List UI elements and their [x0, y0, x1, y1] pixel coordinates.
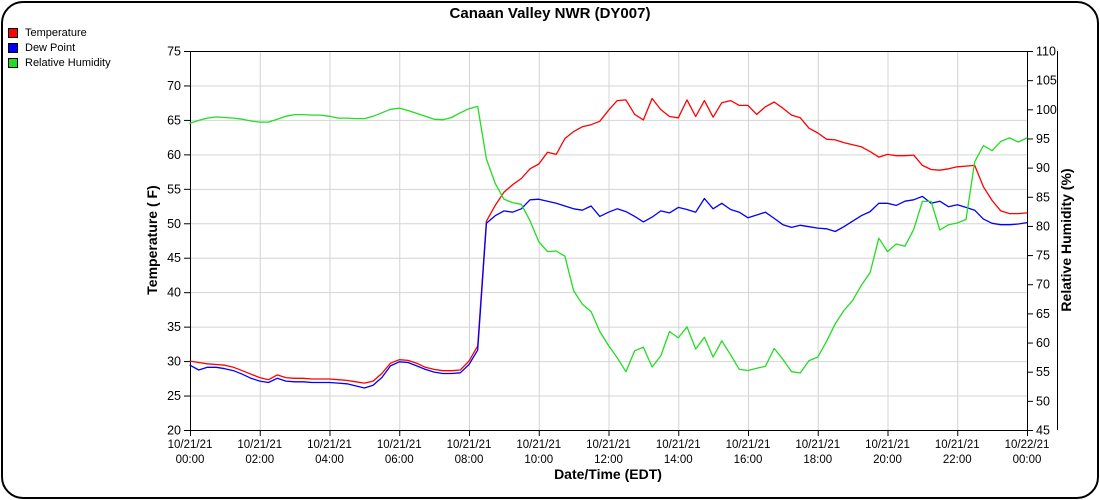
x-tick-date-label: 10/21/21 — [307, 439, 352, 451]
x-tick-time-label: 12:00 — [594, 454, 623, 466]
x-axis-title: Date/Time (EDT) — [554, 466, 662, 482]
left-tick-label: 40 — [167, 286, 181, 300]
dew-point-swatch-icon — [8, 43, 18, 53]
legend-item-relative-humidity: Relative Humidity — [8, 56, 111, 70]
legend-item-dew-point: Dew Point — [8, 41, 111, 55]
left-tick-label: 75 — [167, 45, 181, 59]
right-tick-label: 55 — [1036, 365, 1050, 379]
left-tick-label: 45 — [167, 251, 181, 265]
left-tick-label: 70 — [167, 79, 181, 93]
right-tick-label: 95 — [1036, 132, 1050, 146]
x-tick-time-label: 18:00 — [803, 454, 832, 466]
right-tick-label: 45 — [1036, 424, 1050, 438]
left-tick-label: 60 — [167, 148, 181, 162]
x-tick-time-label: 00:00 — [176, 454, 205, 466]
x-tick-time-label: 16:00 — [734, 454, 763, 466]
x-tick-time-label: 10:00 — [524, 454, 553, 466]
left-tick-label: 25 — [167, 389, 181, 403]
right-tick-label: 100 — [1036, 103, 1057, 117]
relative-humidity-swatch-icon — [8, 58, 18, 68]
x-tick-date-label: 10/21/21 — [237, 439, 282, 451]
temperature-swatch-icon — [8, 28, 18, 38]
x-tick-date-label: 10/21/21 — [935, 439, 980, 451]
temperature-line — [189, 97, 1028, 384]
legend: Temperature Dew Point Relative Humidity — [8, 26, 111, 71]
left-tick-label: 30 — [167, 355, 181, 369]
x-tick-time-label: 04:00 — [315, 454, 344, 466]
x-tick-date-label: 10/21/21 — [168, 439, 213, 451]
x-tick-time-label: 06:00 — [385, 454, 414, 466]
right-tick-label: 65 — [1036, 307, 1050, 321]
x-tick-time-label: 22:00 — [943, 454, 972, 466]
right-tick-label: 75 — [1036, 249, 1050, 263]
x-tick-time-label: 20:00 — [873, 454, 902, 466]
right-tick-label: 105 — [1036, 74, 1057, 88]
y-axis-title-left: Temperature ( F) — [144, 185, 160, 295]
legend-label: Dew Point — [25, 42, 76, 54]
x-tick-date-label: 10/21/21 — [516, 439, 561, 451]
right-tick-label: 110 — [1036, 45, 1056, 59]
left-tick-label: 65 — [167, 113, 181, 127]
x-tick-time-label: 14:00 — [664, 454, 693, 466]
x-tick-date-label: 10/21/21 — [656, 439, 701, 451]
left-tick-label: 35 — [167, 320, 181, 334]
left-tick-label: 20 — [167, 424, 181, 438]
x-tick-time-label: 08:00 — [455, 454, 484, 466]
legend-item-temperature: Temperature — [8, 26, 111, 40]
left-tick-label: 50 — [167, 217, 181, 231]
x-tick-date-label: 10/21/21 — [865, 439, 910, 451]
right-tick-label: 60 — [1036, 336, 1050, 350]
x-tick-date-label: 10/21/21 — [586, 439, 631, 451]
chart-title: Canaan Valley NWR (DY007) — [449, 5, 651, 22]
x-tick-time-label: 00:00 — [1013, 454, 1042, 466]
x-tick-date-label: 10/21/21 — [795, 439, 840, 451]
legend-label: Relative Humidity — [25, 57, 111, 69]
x-tick-date-label: 10/22/21 — [1005, 439, 1050, 451]
relative-humidity-line — [189, 105, 1028, 374]
x-tick-date-label: 10/21/21 — [377, 439, 422, 451]
right-tick-label: 70 — [1036, 278, 1050, 292]
right-tick-label: 85 — [1036, 190, 1050, 204]
right-tick-label: 50 — [1036, 394, 1050, 408]
y-axis-title-right: Relative Humidity (%) — [1058, 168, 1074, 312]
x-tick-date-label: 10/21/21 — [726, 439, 771, 451]
legend-label: Temperature — [25, 27, 87, 39]
right-tick-label: 80 — [1036, 219, 1050, 233]
right-tick-label: 90 — [1036, 161, 1050, 175]
x-tick-date-label: 10/21/21 — [447, 439, 492, 451]
dew-point-line — [189, 195, 1028, 389]
left-tick-label: 55 — [167, 182, 181, 196]
x-tick-time-label: 02:00 — [245, 454, 274, 466]
